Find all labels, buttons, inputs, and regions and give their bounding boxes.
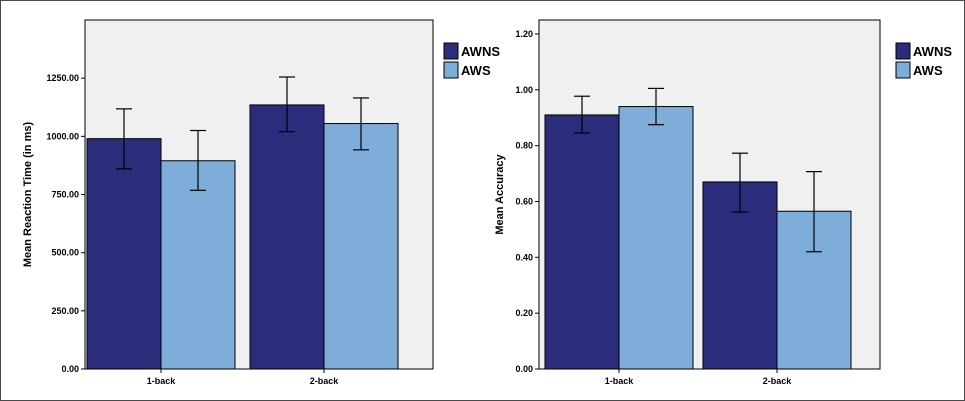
chart-1: 0.00 250.00 500.00 750.00 1000.00 1250.00 Mean… (22, 19, 500, 386)
x-tick-label: 1-back (605, 376, 635, 386)
x-tick-label: 1-back (147, 376, 177, 386)
y-tick-label: 0.00 (61, 364, 79, 374)
legend-label-awns: AWNS (461, 44, 500, 59)
legend-label-aws: AWS (461, 63, 491, 78)
bar-awns-2-back (702, 181, 778, 370)
chart-2: 0.00 0.20 0.40 0.60 0.80 1.00 1.20 Mean Accurac… (494, 19, 952, 386)
legend-swatch-awns (443, 42, 459, 60)
y-tick-label: 250.00 (51, 306, 79, 316)
y-tick-label: 1000.00 (46, 131, 79, 141)
y-tick-label: 0.60 (515, 196, 533, 206)
y-tick-label: 1.20 (515, 29, 533, 39)
y-tick-label: 0.40 (515, 252, 533, 262)
y-axis-title: Mean Reaction Time (in ms) (22, 122, 34, 268)
y-tick-label: 500.00 (51, 248, 79, 258)
bar-awns-1-back (86, 138, 162, 370)
bar-aws-1-back (160, 160, 236, 370)
y-tick-label: 1.00 (515, 85, 533, 95)
legend-label-awns: AWNS (913, 44, 952, 59)
y-tick-label: 0.00 (515, 364, 533, 374)
y-tick-label: 0.80 (515, 141, 533, 151)
legend-swatch-awns (895, 42, 911, 60)
bar-aws-2-back (323, 123, 399, 370)
legend-swatch-aws (895, 61, 911, 79)
y-tick-label: 1250.00 (46, 73, 79, 83)
y-tick-label: 750.00 (51, 190, 79, 200)
y-tick-label: 0.20 (515, 308, 533, 318)
legend-swatch-aws (443, 61, 459, 79)
bar-awns-1-back (544, 114, 620, 370)
bar-awns-2-back (249, 104, 325, 370)
bar-aws-1-back (618, 106, 694, 370)
legend-label-aws: AWS (913, 63, 943, 78)
y-axis-title: Mean Accuracy (494, 153, 506, 234)
x-tick-label: 2-back (763, 376, 793, 386)
x-tick-label: 2-back (310, 376, 340, 386)
